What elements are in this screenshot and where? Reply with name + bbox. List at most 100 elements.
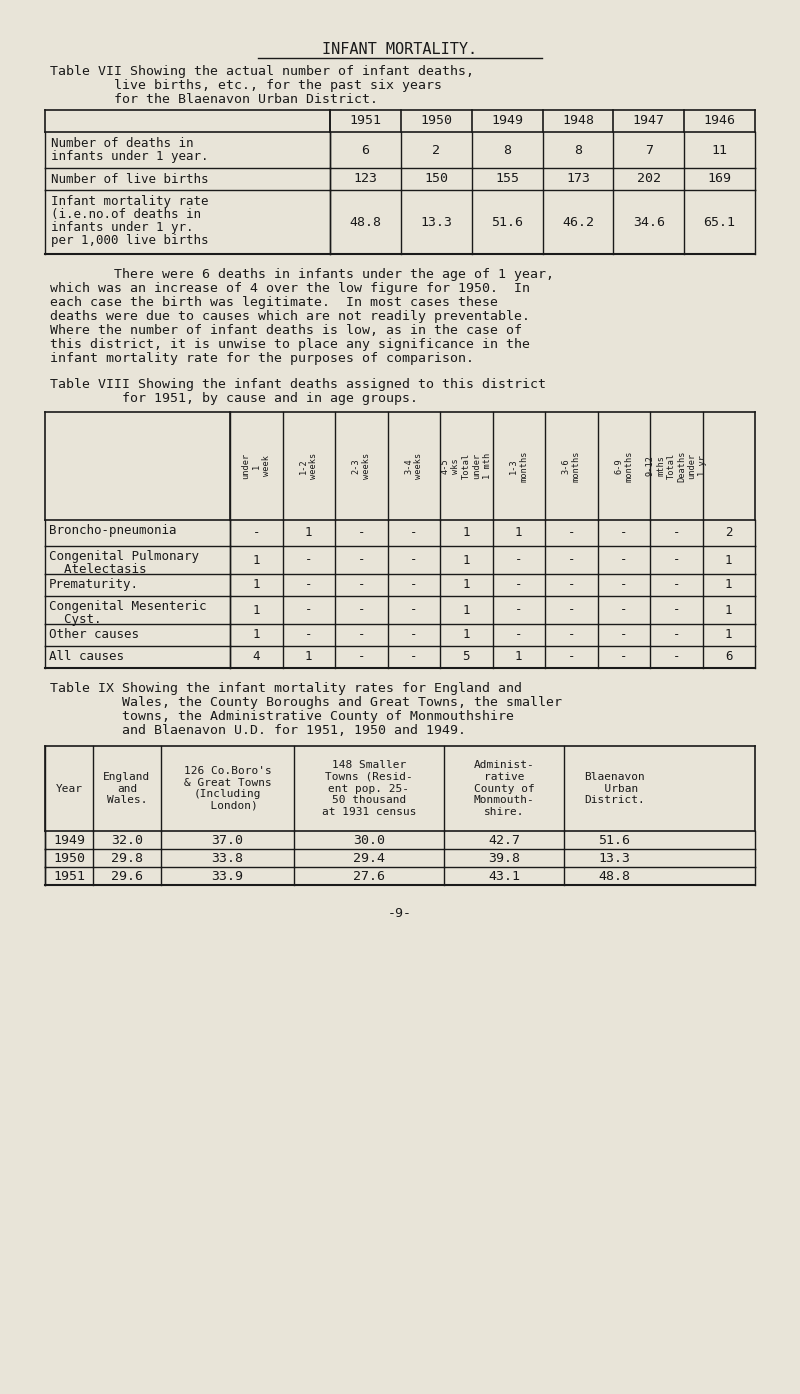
- Text: 6: 6: [725, 651, 733, 664]
- Text: -: -: [410, 527, 418, 539]
- Text: Table VIII Showing the infant deaths assigned to this district: Table VIII Showing the infant deaths ass…: [50, 378, 546, 390]
- Text: Table IX Showing the infant mortality rates for England and: Table IX Showing the infant mortality ra…: [50, 682, 522, 696]
- Text: -: -: [620, 553, 627, 566]
- Text: 1-2
weeks: 1-2 weeks: [299, 453, 318, 480]
- Text: 4-5
wks
Total
under
1 mth: 4-5 wks Total under 1 mth: [441, 453, 491, 480]
- Text: -: -: [410, 651, 418, 664]
- Text: -: -: [515, 553, 522, 566]
- Text: 155: 155: [495, 173, 519, 185]
- Text: Congenital Mesenteric: Congenital Mesenteric: [49, 599, 206, 613]
- Text: Blaenavon
  Urban
District.: Blaenavon Urban District.: [584, 772, 645, 806]
- Text: 2: 2: [432, 144, 440, 156]
- Text: 1: 1: [462, 604, 470, 616]
- Text: 148 Smaller
Towns (Resid-
ent pop. 25-
50 thousand
at 1931 census: 148 Smaller Towns (Resid- ent pop. 25- 5…: [322, 760, 416, 817]
- Text: -: -: [515, 579, 522, 591]
- Text: Congenital Pulmonary: Congenital Pulmonary: [49, 551, 199, 563]
- Text: 51.6: 51.6: [598, 834, 630, 846]
- Text: 1949: 1949: [491, 114, 523, 127]
- Text: 1: 1: [725, 629, 733, 641]
- Text: 1946: 1946: [703, 114, 735, 127]
- Text: -: -: [358, 604, 365, 616]
- Text: which was an increase of 4 over the low figure for 1950.  In: which was an increase of 4 over the low …: [50, 282, 530, 296]
- Text: Prematurity.: Prematurity.: [49, 579, 139, 591]
- Text: -: -: [567, 527, 575, 539]
- Text: Broncho-pneumonia: Broncho-pneumonia: [49, 524, 177, 537]
- Text: 1951: 1951: [350, 114, 382, 127]
- Text: Year: Year: [55, 783, 82, 793]
- Text: for the Blaenavon Urban District.: for the Blaenavon Urban District.: [50, 93, 378, 106]
- Text: Number of live births: Number of live births: [51, 173, 209, 185]
- Text: 7: 7: [645, 144, 653, 156]
- Text: 3-4
weeks: 3-4 weeks: [404, 453, 423, 480]
- Text: 6-9
months: 6-9 months: [614, 450, 634, 482]
- Text: 37.0: 37.0: [211, 834, 243, 846]
- Text: 33.8: 33.8: [211, 852, 243, 864]
- Text: 1: 1: [253, 579, 260, 591]
- Text: -: -: [620, 629, 627, 641]
- Text: 1949: 1949: [53, 834, 85, 846]
- Text: There were 6 deaths in infants under the age of 1 year,: There were 6 deaths in infants under the…: [50, 268, 554, 282]
- Text: -: -: [515, 629, 522, 641]
- Text: 1: 1: [725, 604, 733, 616]
- Text: 65.1: 65.1: [703, 216, 735, 229]
- Text: 1: 1: [253, 629, 260, 641]
- Text: 27.6: 27.6: [353, 870, 385, 882]
- Text: -: -: [567, 553, 575, 566]
- Text: 5: 5: [462, 651, 470, 664]
- Text: 13.3: 13.3: [598, 852, 630, 864]
- Text: 48.8: 48.8: [350, 216, 382, 229]
- Text: -: -: [673, 553, 680, 566]
- Text: 1: 1: [725, 553, 733, 566]
- Text: 48.8: 48.8: [598, 870, 630, 882]
- Text: 46.2: 46.2: [562, 216, 594, 229]
- Text: 1948: 1948: [562, 114, 594, 127]
- Text: Where the number of infant deaths is low, as in the case of: Where the number of infant deaths is low…: [50, 323, 522, 337]
- Text: England
and
Wales.: England and Wales.: [103, 772, 150, 806]
- Text: -: -: [305, 604, 313, 616]
- Text: 1: 1: [305, 651, 313, 664]
- Text: -: -: [620, 604, 627, 616]
- Text: 34.6: 34.6: [633, 216, 665, 229]
- Text: Table VII Showing the actual number of infant deaths,: Table VII Showing the actual number of i…: [50, 66, 474, 78]
- Text: 173: 173: [566, 173, 590, 185]
- Text: -: -: [410, 629, 418, 641]
- Text: Other causes: Other causes: [49, 629, 139, 641]
- Text: 123: 123: [354, 173, 378, 185]
- Text: -: -: [358, 553, 365, 566]
- Text: 3-6
months: 3-6 months: [562, 450, 581, 482]
- Text: under
1
week: under 1 week: [242, 453, 271, 480]
- Text: 33.9: 33.9: [211, 870, 243, 882]
- Text: -: -: [567, 629, 575, 641]
- Text: Cyst.: Cyst.: [49, 613, 102, 626]
- Text: -: -: [673, 629, 680, 641]
- Text: 1-3
months: 1-3 months: [509, 450, 529, 482]
- Text: -: -: [253, 527, 260, 539]
- Text: Infant mortality rate: Infant mortality rate: [51, 195, 209, 208]
- Text: 1950: 1950: [420, 114, 452, 127]
- Text: 9-12
mths
Total
Deaths
under
1 yr: 9-12 mths Total Deaths under 1 yr: [646, 450, 706, 482]
- Text: 1: 1: [462, 579, 470, 591]
- Text: 126 Co.Boro's
& Great Towns
(Including
  London): 126 Co.Boro's & Great Towns (Including L…: [184, 767, 271, 811]
- Text: 39.8: 39.8: [488, 852, 520, 864]
- Text: 1: 1: [462, 629, 470, 641]
- Text: 1: 1: [253, 604, 260, 616]
- Text: 1: 1: [462, 527, 470, 539]
- Text: -: -: [567, 651, 575, 664]
- Text: -: -: [358, 527, 365, 539]
- Text: this district, it is unwise to place any significance in the: this district, it is unwise to place any…: [50, 337, 530, 351]
- Text: -: -: [358, 629, 365, 641]
- Text: -: -: [673, 604, 680, 616]
- Text: infants under 1 year.: infants under 1 year.: [51, 151, 209, 163]
- Text: Administ-
rative
County of
Monmouth-
shire.: Administ- rative County of Monmouth- shi…: [474, 760, 534, 817]
- Text: -: -: [358, 579, 365, 591]
- Text: -: -: [567, 604, 575, 616]
- Text: Number of deaths in: Number of deaths in: [51, 137, 194, 151]
- Text: 202: 202: [637, 173, 661, 185]
- Text: each case the birth was legitimate.  In most cases these: each case the birth was legitimate. In m…: [50, 296, 498, 309]
- Text: infant mortality rate for the purposes of comparison.: infant mortality rate for the purposes o…: [50, 353, 474, 365]
- Text: 42.7: 42.7: [488, 834, 520, 846]
- Text: 51.6: 51.6: [491, 216, 523, 229]
- Text: 1950: 1950: [53, 852, 85, 864]
- Text: 8: 8: [574, 144, 582, 156]
- Text: 30.0: 30.0: [353, 834, 385, 846]
